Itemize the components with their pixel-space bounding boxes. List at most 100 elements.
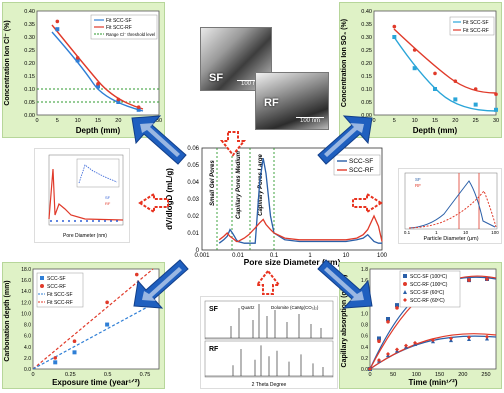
- data-point: [80, 220, 82, 222]
- y-tick-label: 0.10: [24, 87, 35, 93]
- data-point: [86, 220, 88, 222]
- pore-series-rf: [218, 214, 383, 243]
- region-small-gel: Small Gel Pores: [210, 160, 216, 206]
- x-tick-label: 100: [491, 230, 499, 235]
- cp-legend-rf100: SCC-RF (100ºC): [410, 282, 448, 288]
- y-tick-label: 0.00: [24, 113, 35, 119]
- x-tick-label: 50: [390, 372, 396, 378]
- particle-rf-line: [408, 190, 497, 229]
- y-tick-label: 1.4: [361, 289, 368, 295]
- data-point: [395, 306, 399, 310]
- data-point: [453, 79, 458, 83]
- data-point: [413, 340, 417, 345]
- sem-label-rf: RF: [264, 97, 279, 109]
- pore-size-chart-panel: 0 0.01 0.02 0.03 0.04 0.05 0.06 0.001 0.01 0.1 1 1…: [165, 142, 393, 268]
- y-tick-label: 18.0: [21, 267, 31, 273]
- x-tick-label: 0.5: [104, 372, 112, 378]
- y-tick-label: 0.40: [24, 9, 35, 15]
- x-tick-label: 0.001: [194, 253, 210, 259]
- carbonation-chart-panel: 0.0 2.0 4.0 6.0 8.0 10.0 12.0 14.0 16.0 18.0 0 0.2…: [2, 262, 165, 389]
- chloride-legend-range: Range Cl⁻ threshold level: [106, 32, 155, 37]
- data-point: [68, 220, 70, 222]
- data-point: [473, 102, 478, 107]
- data-point: [494, 92, 498, 96]
- data-point: [392, 35, 397, 39]
- x-tick-label: 5: [393, 118, 396, 124]
- y-tick-label: 0.01: [187, 231, 199, 237]
- pore-size-chart: 0 0.01 0.02 0.03 0.04 0.05 0.06 0.001 0.01 0.1 1 1…: [165, 146, 388, 267]
- x-tick-label: 0.1: [404, 230, 411, 235]
- y-tick-label: 0.8: [361, 323, 368, 329]
- x-tick-label: 20: [115, 118, 121, 124]
- carbonation-legend: [36, 272, 84, 308]
- x-tick-label: 5: [56, 118, 59, 124]
- y-tick-label: 0.35: [24, 22, 35, 28]
- sem-scale-sf: 100 nm: [237, 80, 265, 87]
- data-point: [377, 358, 381, 363]
- sulfate-chart: 0.00 0.05 0.10 0.15 0.20 0.25 0.30 0.35 0.40 0 5 1…: [341, 9, 499, 135]
- cp-rf60-line: [369, 333, 497, 370]
- x-tick-label: 10: [343, 253, 350, 259]
- y-tick-label: 0.2: [361, 356, 368, 362]
- red-arrow-left: [138, 192, 169, 214]
- y-tick-label: 0.35: [361, 22, 372, 28]
- x-tick-label: 10: [463, 230, 469, 235]
- y-tick-label: 14.0: [21, 289, 31, 295]
- xrd-xlabel: 2 Theta Degree: [252, 382, 287, 388]
- capillary-ylabel: Capillary absorption (g/cm²): [341, 275, 348, 368]
- data-point: [433, 87, 437, 91]
- chloride-xlabel: Depth (mm): [76, 126, 121, 135]
- data-point: [485, 277, 489, 281]
- y-tick-label: 0.10: [361, 87, 372, 93]
- particle-legend-sf: SF: [415, 177, 421, 182]
- pore-xlabel: Pore size Diameter (μm): [244, 257, 341, 267]
- data-point: [75, 56, 80, 60]
- cl-fit-sf-line: [51, 31, 144, 112]
- data-point: [56, 220, 58, 222]
- pore-mini-legend-rf: RF: [105, 201, 111, 206]
- data-point: [105, 322, 110, 327]
- data-point: [72, 350, 77, 355]
- data-point: [395, 347, 399, 352]
- y-tick-label: 0.30: [361, 35, 372, 41]
- y-tick-label: 6.0: [24, 334, 31, 340]
- y-tick-label: 0.0: [361, 367, 368, 373]
- cb-legend-sf: SCC-SF: [47, 276, 66, 282]
- cb-legend-fit-sf: Fit SCC-SF: [47, 292, 73, 298]
- x-tick-label: 30: [493, 118, 499, 124]
- data-point: [53, 356, 58, 360]
- cb-fit-sf-line: [32, 303, 154, 370]
- x-tick-label: 15: [432, 118, 438, 124]
- y-tick-label: 1.8: [361, 267, 368, 273]
- y-tick-label: 0.03: [187, 197, 199, 203]
- pore-mini-rf-line: [48, 168, 124, 221]
- xrd-chart-panel: SF RF Quartz Dolomite (CaMg(CO₃)₂) 2 The…: [200, 296, 338, 389]
- data-point: [55, 27, 60, 32]
- data-point: [96, 82, 100, 86]
- data-point: [386, 352, 390, 356]
- y-tick-label: 0.20: [24, 61, 35, 67]
- sem-image-rf: RF 100 nm: [255, 72, 329, 130]
- particle-chart-panel: SF RF 0.1 1 10 100 Particle Diameter (μm): [398, 168, 502, 244]
- y-tick-label: 2.0: [24, 356, 31, 362]
- y-tick-label: 0.25: [24, 48, 35, 54]
- data-point: [136, 107, 141, 112]
- x-tick-label: 1: [435, 230, 438, 235]
- capillary-xlabel: Time (min¹ᐟ²): [408, 378, 457, 387]
- y-tick-label: 0.30: [24, 35, 35, 41]
- xrd-phase-dolomite: Dolomite (CaMg(CO₃)₂): [271, 305, 319, 310]
- data-point: [386, 319, 390, 324]
- capillary-chart-panel: 0.0 0.2 0.4 0.6 0.8 1.0 1.2 1.4 1.6 1.8 0 50 100 150…: [339, 262, 502, 389]
- data-point: [74, 220, 76, 222]
- cb-fit-rf-line: [32, 268, 154, 370]
- data-point: [368, 367, 372, 371]
- x-tick-label: 250: [481, 372, 490, 378]
- region-capillary-medium: Capillary Pores Medium: [236, 150, 242, 219]
- pore-mini-chart: SF RF Pore Diameter (nm): [48, 154, 124, 239]
- sem-scale-rf: 100 nm: [296, 117, 324, 124]
- chloride-legend-sf: Fit SCC-SF: [106, 18, 132, 24]
- chloride-chart: 0.00 0.05 0.10 0.15 0.20 0.25 0.30 0.35 0.40 0 5 1…: [4, 9, 162, 135]
- y-tick-label: 8.0: [24, 323, 31, 329]
- x-tick-label: 25: [473, 118, 479, 124]
- y-tick-label: 0.40: [361, 9, 372, 15]
